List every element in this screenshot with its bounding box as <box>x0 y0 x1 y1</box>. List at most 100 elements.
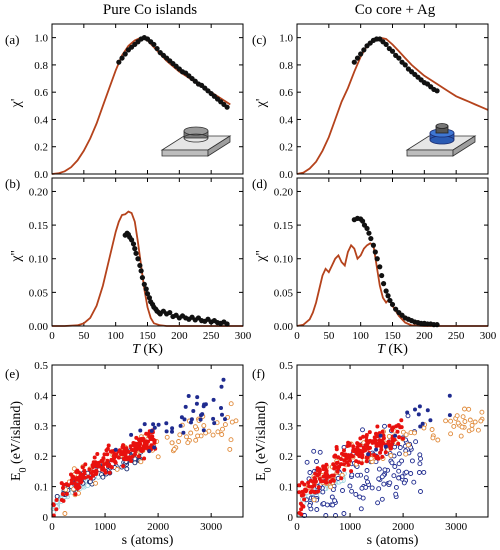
scatter-point <box>323 465 328 470</box>
y-tick-label: 0.3 <box>34 421 48 433</box>
scatter-point <box>194 401 199 406</box>
y-tick-label: 1.0 <box>279 33 293 45</box>
scatter-point <box>85 483 91 489</box>
scatter-point <box>409 458 415 464</box>
scatter-point <box>201 423 207 429</box>
data-point <box>368 235 374 242</box>
scatter-point <box>219 406 223 410</box>
scatter-point <box>155 454 161 460</box>
panel-label: (c) <box>252 32 266 47</box>
scatter-point <box>462 419 468 424</box>
data-point <box>128 237 135 243</box>
data-point <box>374 256 380 262</box>
scatter-point <box>186 394 191 398</box>
scatter-point <box>386 440 391 445</box>
scatter-point <box>334 461 339 465</box>
scatter-point <box>478 418 484 424</box>
scatter-point <box>363 484 369 490</box>
scatter-point <box>379 447 384 452</box>
scatter-point <box>368 456 374 461</box>
x-tick-label: 250 <box>448 330 465 342</box>
scatter-point <box>358 443 363 448</box>
scatter-point <box>475 427 481 433</box>
scatter-point <box>379 438 384 443</box>
scatter-point <box>307 484 311 489</box>
scatter-point <box>152 438 157 443</box>
scatter-point <box>374 431 378 436</box>
y-tick-label: 0.6 <box>279 87 293 99</box>
scatter-point <box>331 462 336 467</box>
scatter-point <box>376 466 382 472</box>
x-axis-label: s (atoms) <box>122 533 174 548</box>
scatter-point <box>381 481 387 487</box>
scatter-point <box>109 465 114 470</box>
scatter-point <box>219 384 224 389</box>
scatter-point <box>389 460 395 466</box>
scatter-point <box>54 507 59 512</box>
scatter-point <box>300 503 305 508</box>
scatter-point <box>336 466 340 471</box>
scatter-point <box>404 469 409 475</box>
scatter-point <box>459 424 465 430</box>
data-point <box>396 55 402 61</box>
scatter-point <box>447 393 452 398</box>
scatter-point <box>380 454 385 459</box>
scatter-point <box>448 431 454 437</box>
data-point <box>361 47 367 53</box>
scatter-point <box>201 428 206 433</box>
y-axis-label: E0 (eV/island) <box>254 401 274 481</box>
scatter-point <box>355 472 360 478</box>
column-title-left: Pure Co islands <box>103 2 197 18</box>
x-axis-label: T (K) <box>377 342 408 357</box>
scatter-point <box>203 402 208 407</box>
scatter-point <box>212 421 217 426</box>
data-point <box>380 281 387 287</box>
y-tick-label: 1.0 <box>34 33 48 45</box>
scatter-point <box>320 489 326 495</box>
scatter-point <box>448 418 454 424</box>
scatter-point <box>91 460 96 465</box>
y-tick-label: 0 <box>288 512 294 524</box>
model-curve <box>52 210 243 327</box>
scatter-point <box>222 422 228 428</box>
scatter-point <box>307 470 313 475</box>
y-axis-label: χ'' <box>9 250 24 262</box>
scatter-point <box>421 469 427 475</box>
co-island-on-substrate-icon <box>160 126 232 157</box>
scatter-point <box>378 444 383 448</box>
scatter-point <box>128 444 133 449</box>
scatter-point <box>123 452 128 457</box>
scatter-point <box>229 419 235 425</box>
y-tick-label: 0.2 <box>279 451 293 463</box>
scatter-point <box>420 421 425 426</box>
scatter-point <box>365 479 370 485</box>
data-point <box>151 41 157 48</box>
data-point <box>154 45 160 52</box>
scatter-point <box>105 458 110 463</box>
scatter-point <box>104 448 109 453</box>
scatter-point <box>388 446 393 451</box>
scatter-point <box>472 419 478 425</box>
data-point <box>389 301 396 308</box>
data-point <box>141 281 147 287</box>
scatter-point <box>79 479 84 484</box>
scatter-point <box>137 446 142 451</box>
scatter-point <box>211 397 216 402</box>
scatter-point <box>146 439 150 444</box>
data-point <box>402 62 408 68</box>
scatter-point <box>460 414 466 420</box>
scatter-point <box>382 423 387 429</box>
chart-panel: (f) 0 1000 2000 3000 0 0.1 0.2 0.3 0.4 0.5 E0 (eV/i… <box>252 360 489 548</box>
y-axis-label: χ' <box>9 99 24 109</box>
scatter-point <box>416 470 422 475</box>
y-tick-label: 0.1 <box>279 482 293 494</box>
scatter-point <box>151 422 156 427</box>
y-tick-label: 0.00 <box>29 321 49 333</box>
scatter-point <box>125 457 130 462</box>
scatter-point <box>314 507 320 512</box>
scatter-point <box>106 443 111 448</box>
scatter-point <box>152 425 157 430</box>
scatter-point <box>342 467 347 472</box>
y-tick-label: 0.4 <box>34 114 48 126</box>
scatter-point <box>469 422 475 428</box>
